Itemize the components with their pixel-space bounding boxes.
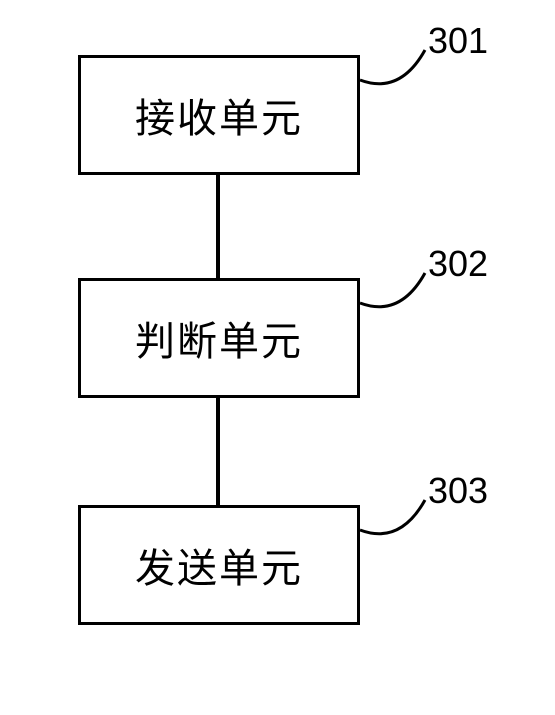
node-send-unit: 发送单元 — [78, 505, 360, 625]
node-judge-unit: 判断单元 — [78, 278, 360, 398]
node-receive-unit: 接收单元 — [78, 55, 360, 175]
node-label: 发送单元 — [135, 536, 303, 594]
edge-connector — [216, 398, 220, 505]
node-label: 接收单元 — [135, 86, 303, 144]
edge-connector — [216, 175, 220, 278]
flowchart-diagram: 接收单元 301 判断单元 302 发送单元 303 — [0, 0, 555, 715]
callout-label-303: 303 — [428, 470, 488, 512]
callout-label-301: 301 — [428, 20, 488, 62]
callout-label-302: 302 — [428, 243, 488, 285]
node-label: 判断单元 — [135, 309, 303, 367]
